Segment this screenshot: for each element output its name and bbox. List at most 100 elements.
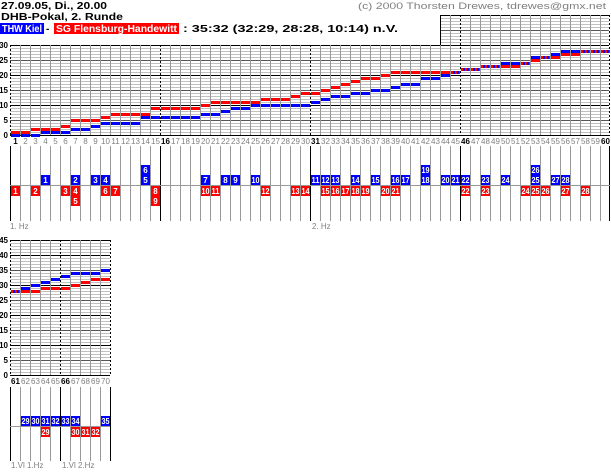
svg-text:27: 27 <box>552 176 560 185</box>
svg-text:37: 37 <box>371 137 380 146</box>
svg-text:9: 9 <box>233 176 238 185</box>
svg-text:4: 4 <box>73 187 78 196</box>
svg-text:57: 57 <box>571 137 580 146</box>
svg-text:24: 24 <box>502 176 510 185</box>
svg-text:20: 20 <box>201 137 210 146</box>
svg-text:8: 8 <box>223 176 228 185</box>
svg-text:16: 16 <box>161 137 170 146</box>
svg-text:54: 54 <box>541 137 550 146</box>
svg-text:51: 51 <box>511 137 520 146</box>
svg-text:DHB-Pokal, 2. Runde: DHB-Pokal, 2. Runde <box>1 12 124 23</box>
svg-text:15: 15 <box>322 187 330 196</box>
svg-text:53: 53 <box>531 137 540 146</box>
svg-text:22: 22 <box>462 176 470 185</box>
svg-text:3: 3 <box>63 187 68 196</box>
svg-text:65: 65 <box>51 377 60 386</box>
svg-text:48: 48 <box>481 137 490 146</box>
svg-text:20: 20 <box>0 311 9 320</box>
svg-text:26: 26 <box>532 166 540 175</box>
svg-text:8: 8 <box>83 137 88 146</box>
svg-text:21: 21 <box>392 187 400 196</box>
svg-text:16: 16 <box>392 176 400 185</box>
svg-text:18: 18 <box>181 137 190 146</box>
svg-text:7: 7 <box>113 187 118 196</box>
svg-text:7: 7 <box>203 176 208 185</box>
svg-text:11: 11 <box>312 176 321 185</box>
svg-text:18: 18 <box>422 176 430 185</box>
svg-text:5: 5 <box>53 137 58 146</box>
svg-text:19: 19 <box>362 187 370 196</box>
svg-text:23: 23 <box>482 176 490 185</box>
svg-text:4: 4 <box>43 137 48 146</box>
svg-text:1: 1 <box>13 187 18 196</box>
svg-text:33: 33 <box>62 417 70 426</box>
svg-text:43: 43 <box>431 137 440 146</box>
svg-text:20: 20 <box>382 187 390 196</box>
svg-text:39: 39 <box>391 137 400 146</box>
svg-text:55: 55 <box>551 137 560 146</box>
svg-text:21: 21 <box>211 137 220 146</box>
svg-text:SG Flensburg-Handewitt: SG Flensburg-Handewitt <box>56 24 178 35</box>
svg-text:32: 32 <box>92 428 100 437</box>
svg-text:24: 24 <box>241 137 250 146</box>
svg-text:62: 62 <box>21 377 30 386</box>
svg-text:32: 32 <box>321 137 330 146</box>
svg-text:34: 34 <box>341 137 350 146</box>
svg-text:31: 31 <box>311 137 320 146</box>
svg-text:14: 14 <box>352 176 360 185</box>
svg-text:5: 5 <box>4 116 9 125</box>
svg-text:-: - <box>46 24 49 35</box>
svg-text:14: 14 <box>141 137 150 146</box>
svg-text:12: 12 <box>262 187 270 196</box>
svg-text:66: 66 <box>61 377 70 386</box>
svg-text:1: 1 <box>13 137 18 146</box>
svg-text:45: 45 <box>451 137 460 146</box>
svg-text:29: 29 <box>291 137 300 146</box>
svg-text:1.Vl 1.Hz: 1.Vl 1.Hz <box>11 461 43 470</box>
svg-text:64: 64 <box>41 377 50 386</box>
svg-text:1: 1 <box>43 176 48 185</box>
svg-text:THW Kiel: THW Kiel <box>2 24 42 35</box>
svg-text:15: 15 <box>0 326 9 335</box>
svg-text:31: 31 <box>82 428 90 437</box>
svg-text:17: 17 <box>171 137 180 146</box>
svg-text:13: 13 <box>292 187 300 196</box>
svg-text:27.09.05, Di., 20.00: 27.09.05, Di., 20.00 <box>1 1 108 12</box>
svg-text:9: 9 <box>153 197 158 206</box>
svg-text:61: 61 <box>11 377 20 386</box>
svg-text:19: 19 <box>191 137 200 146</box>
svg-text:29: 29 <box>42 428 50 437</box>
svg-text:25: 25 <box>0 296 9 305</box>
svg-text:2: 2 <box>33 187 38 196</box>
svg-text:2: 2 <box>23 137 28 146</box>
svg-text:11: 11 <box>111 137 120 146</box>
svg-text:9: 9 <box>93 137 98 146</box>
svg-text:14: 14 <box>302 187 310 196</box>
svg-text:50: 50 <box>501 137 510 146</box>
svg-text:24: 24 <box>522 187 530 196</box>
svg-text:2. Hz: 2. Hz <box>312 222 331 231</box>
svg-text:36: 36 <box>361 137 370 146</box>
svg-text:20: 20 <box>442 176 450 185</box>
svg-text:63: 63 <box>31 377 40 386</box>
svg-text:28: 28 <box>582 187 590 196</box>
svg-text:30: 30 <box>32 417 40 426</box>
svg-text:2: 2 <box>73 176 78 185</box>
svg-text:22: 22 <box>221 137 230 146</box>
svg-text:10: 10 <box>0 341 9 350</box>
svg-text:40: 40 <box>0 251 9 260</box>
svg-text:28: 28 <box>281 137 290 146</box>
svg-text:67: 67 <box>71 377 80 386</box>
svg-text:11: 11 <box>212 187 221 196</box>
svg-text:25: 25 <box>0 56 9 65</box>
svg-text:13: 13 <box>332 176 340 185</box>
svg-text:13: 13 <box>131 137 140 146</box>
svg-text:40: 40 <box>401 137 410 146</box>
svg-text:27: 27 <box>271 137 280 146</box>
svg-text:1.Vl 2.Hz: 1.Vl 2.Hz <box>62 461 94 470</box>
svg-text:12: 12 <box>121 137 130 146</box>
svg-text:3: 3 <box>93 176 98 185</box>
svg-text:58: 58 <box>581 137 590 146</box>
svg-text:8: 8 <box>153 187 158 196</box>
svg-text:0: 0 <box>4 371 9 380</box>
